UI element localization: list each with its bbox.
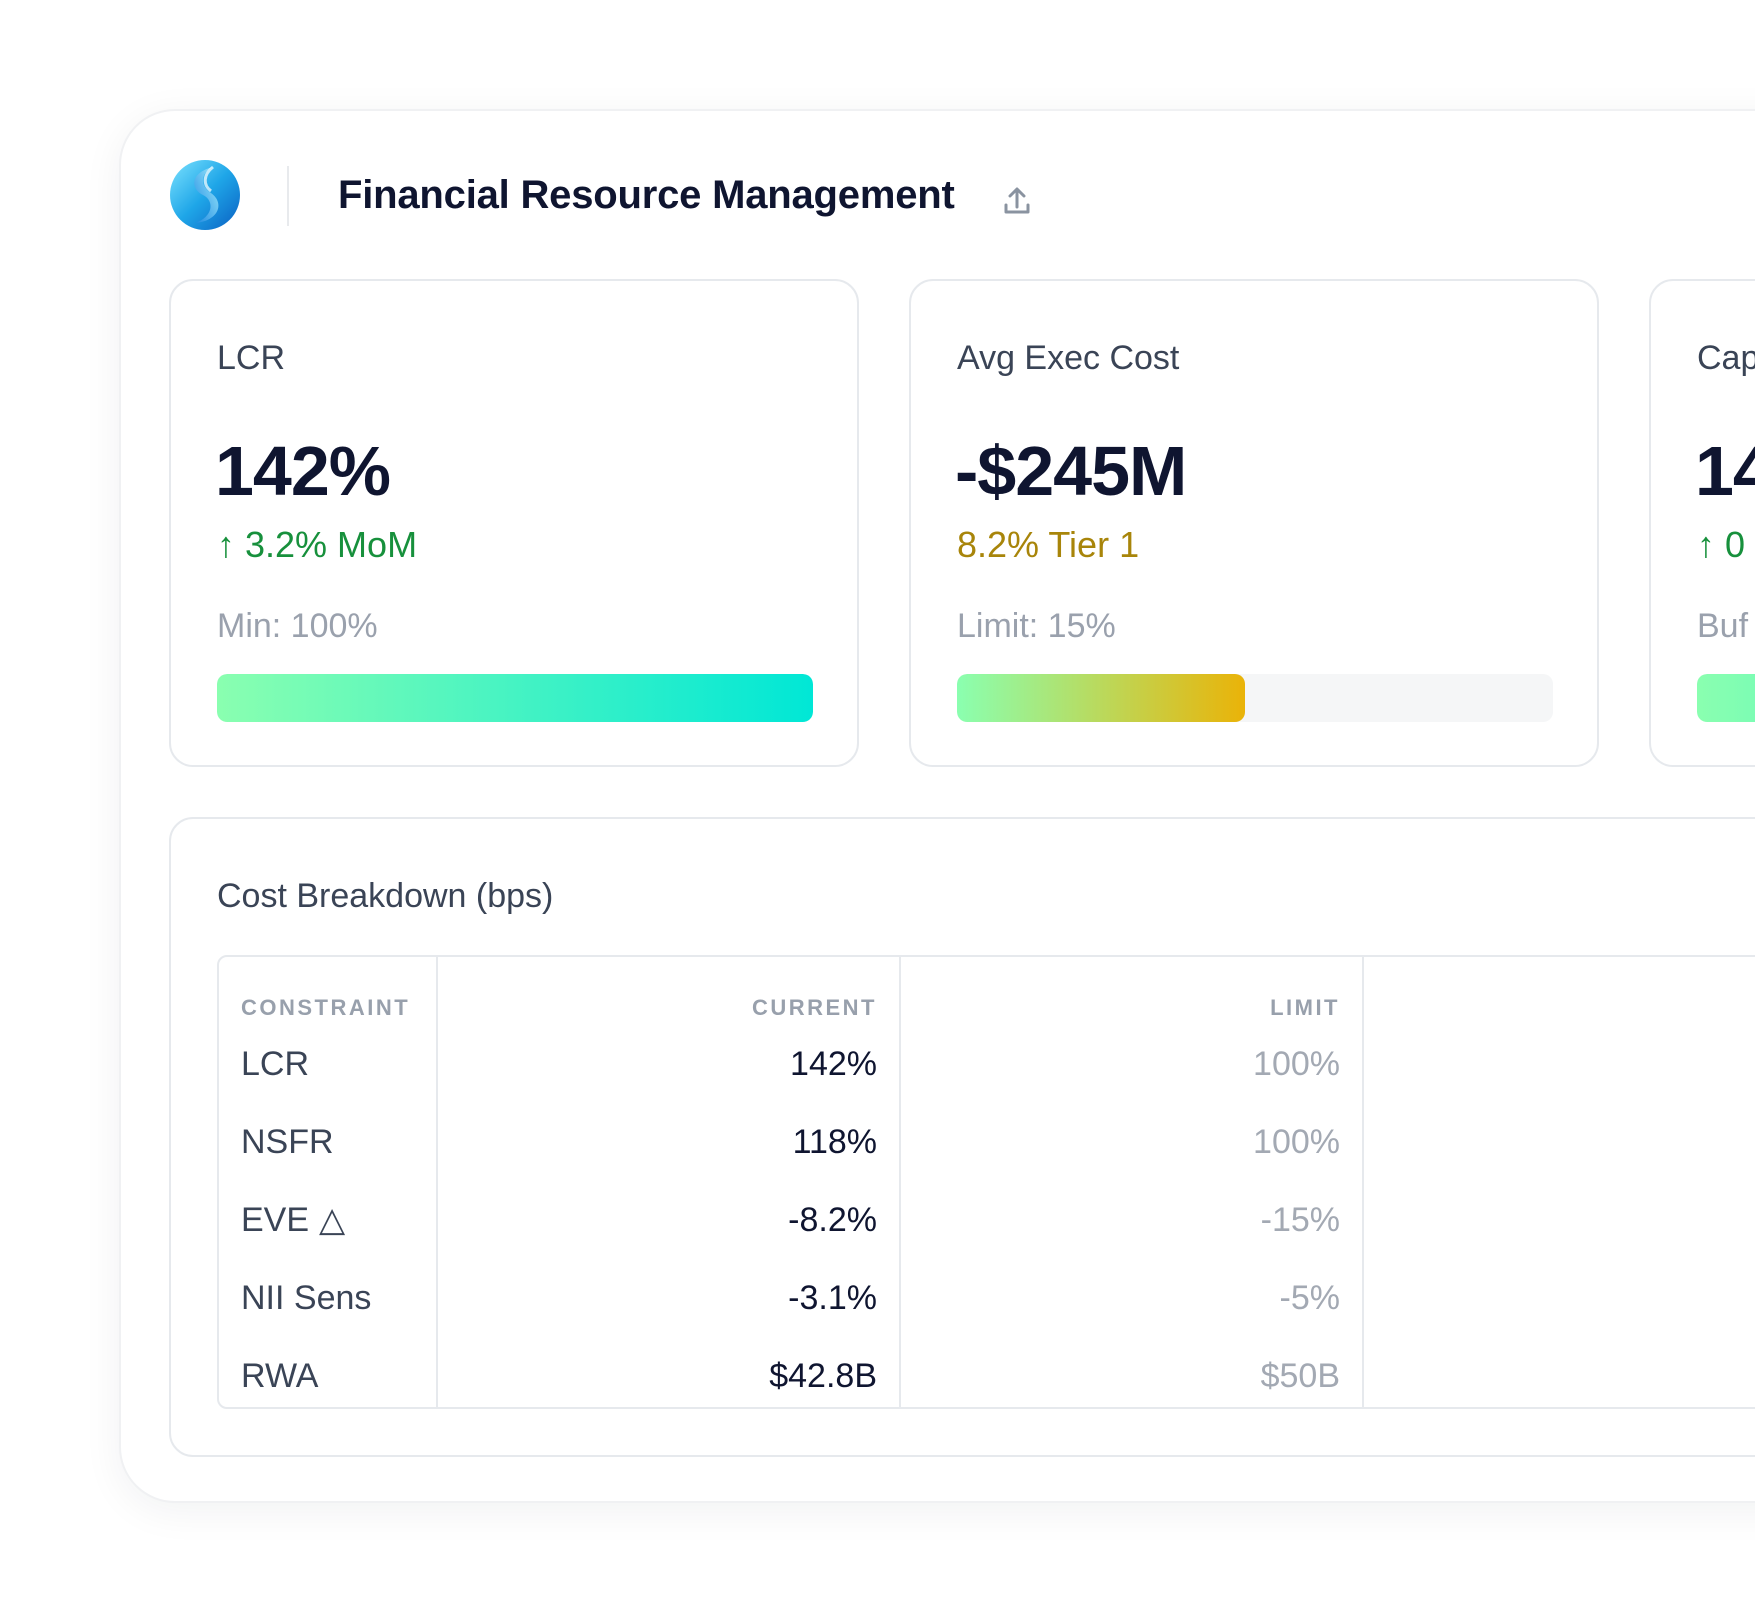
- kpi-threshold: Min: 100%: [217, 607, 378, 645]
- kpi-delta-text: 0: [1725, 524, 1746, 565]
- arrow-up-icon: ↑: [217, 524, 235, 565]
- limit-cell: $50B: [899, 1337, 1363, 1407]
- column-header-constraint[interactable]: CONSTRAINT: [241, 995, 411, 1020]
- column-header-limit[interactable]: LIMIT: [899, 957, 1363, 1025]
- table-row[interactable]: NII Sens -3.1%-5%6: [219, 1259, 1755, 1337]
- utilization-cell: 8: [1362, 1337, 1755, 1407]
- arrow-up-icon: ↑: [1697, 524, 1715, 565]
- limit-cell: -15%: [899, 1181, 1363, 1259]
- table-row[interactable]: NSFR 118%100%8: [219, 1103, 1755, 1181]
- constraint-name: RWA: [241, 1356, 319, 1395]
- progress-fill: [217, 674, 813, 722]
- kpi-card-avg-exec-cost[interactable]: Avg Exec Cost -$245M 8.2% Tier 1 Limit: …: [909, 279, 1599, 767]
- constraint-name: LCR: [241, 1044, 310, 1083]
- kpi-value: 142%: [215, 432, 391, 510]
- kpi-delta-text: 8.2% Tier 1: [957, 524, 1140, 565]
- kpi-threshold: Buf: [1697, 607, 1749, 645]
- constraint-cell: RWA: [219, 1337, 437, 1407]
- current-cell: $42.8B: [436, 1337, 900, 1407]
- current-cell: -3.1%: [436, 1259, 900, 1337]
- progress-track: [1697, 674, 1755, 722]
- table-row[interactable]: EVE△-8.2%-15%5: [219, 1181, 1755, 1259]
- warning-triangle-icon: △: [319, 1201, 346, 1239]
- table-row[interactable]: RWA $42.8B$50B8: [219, 1337, 1755, 1407]
- constraint-cell: LCR: [219, 1025, 437, 1103]
- header-divider: [287, 166, 289, 226]
- column-header-utilization[interactable]: UT: [1362, 957, 1755, 1025]
- limit-cell: -5%: [899, 1259, 1363, 1337]
- app-title: Financial Resource Management: [338, 173, 955, 217]
- constraint-cell: NSFR: [219, 1103, 437, 1181]
- swirl-logo-icon: [170, 160, 240, 230]
- kpi-value: -$245M: [955, 432, 1187, 510]
- constraint-cell: EVE △: [219, 1181, 437, 1259]
- kpi-delta: 8.2% Tier 1: [957, 524, 1139, 566]
- kpi-threshold: Limit: 15%: [957, 607, 1116, 645]
- progress-fill: [1697, 674, 1755, 722]
- progress-track: [217, 674, 813, 722]
- kpi-delta-text: 3.2% MoM: [245, 524, 418, 565]
- table-header-row: CONSTRAINT CURRENT LIMIT UT: [219, 957, 1755, 1025]
- utilization-cell: 8: [1362, 1103, 1755, 1181]
- constraint-name: NSFR: [241, 1122, 334, 1161]
- kpi-delta: ↑ 3.2% MoM: [217, 524, 417, 566]
- utilization-cell: 6: [1362, 1259, 1755, 1337]
- progress-track: [957, 674, 1553, 722]
- limit-cell: 100%: [899, 1103, 1363, 1181]
- kpi-label: Cap: [1697, 339, 1755, 377]
- kpi-card-lcr[interactable]: LCR 142% ↑ 3.2% MoM Min: 100%: [169, 279, 859, 767]
- constraint-name: EVE: [241, 1201, 310, 1239]
- kpi-card-cap[interactable]: Cap 14 ↑ 0 Buf: [1649, 279, 1755, 767]
- kpi-label: Avg Exec Cost: [957, 339, 1180, 377]
- share-upload-icon[interactable]: [997, 181, 1037, 221]
- app-card: Financial Resource Management LCR 142% ↑…: [119, 109, 1755, 1503]
- column-header-current[interactable]: CURRENT: [436, 957, 900, 1025]
- table-title: Cost Breakdown (bps): [217, 877, 554, 915]
- kpi-value: 14: [1695, 432, 1755, 510]
- cost-breakdown-card: Cost Breakdown (bps) CONSTRAINT CURRENT …: [169, 817, 1755, 1457]
- utilization-cell: 5: [1362, 1181, 1755, 1259]
- kpi-label: LCR: [217, 339, 286, 377]
- constraint-cell: NII Sens: [219, 1259, 437, 1337]
- cost-breakdown-table: CONSTRAINT CURRENT LIMIT UT LCR 142%100%7…: [217, 955, 1755, 1409]
- progress-fill: [957, 674, 1245, 722]
- current-cell: 118%: [436, 1103, 900, 1181]
- constraint-name: NII Sens: [241, 1278, 372, 1317]
- utilization-cell: 7: [1362, 1025, 1755, 1103]
- kpi-delta: ↑ 0: [1697, 524, 1745, 566]
- current-cell: -8.2%: [436, 1181, 900, 1259]
- current-cell: 142%: [436, 1025, 900, 1103]
- limit-cell: 100%: [899, 1025, 1363, 1103]
- table-row[interactable]: LCR 142%100%7: [219, 1025, 1755, 1103]
